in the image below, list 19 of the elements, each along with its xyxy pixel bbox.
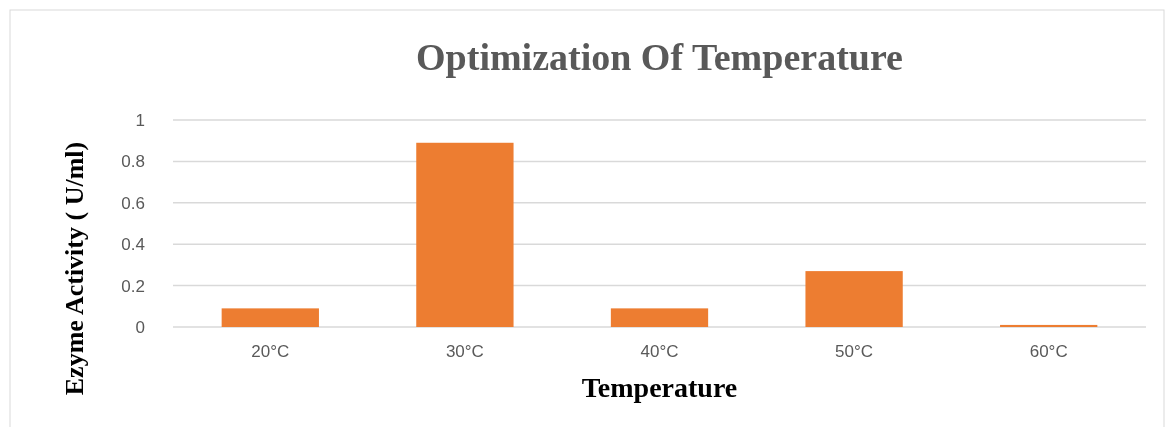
bar	[805, 271, 903, 327]
x-tick-label: 60°C	[1029, 342, 1068, 361]
y-tick-label: 0.6	[121, 193, 145, 213]
y-tick-label: 0.8	[121, 152, 145, 172]
x-tick-label: 40°C	[640, 342, 679, 361]
bar	[610, 308, 709, 327]
y-tick-label: 1	[135, 110, 145, 130]
x-tick-label: 50°C	[835, 342, 874, 361]
y-tick-label: 0.2	[121, 276, 145, 296]
bar	[221, 308, 319, 327]
x-tick-label: 30°C	[445, 342, 484, 361]
bar	[1000, 324, 1098, 327]
chart-title: Optimization Of Temperature	[416, 36, 903, 78]
x-axis-title: Temperature	[581, 372, 738, 403]
y-tick-label: 0	[135, 317, 145, 337]
y-axis-title: Ezyme Activity ( U/ml)	[60, 141, 89, 396]
x-tick-label: 20°C	[251, 342, 290, 361]
bar	[416, 142, 514, 327]
y-tick-label: 0.4	[121, 235, 145, 255]
